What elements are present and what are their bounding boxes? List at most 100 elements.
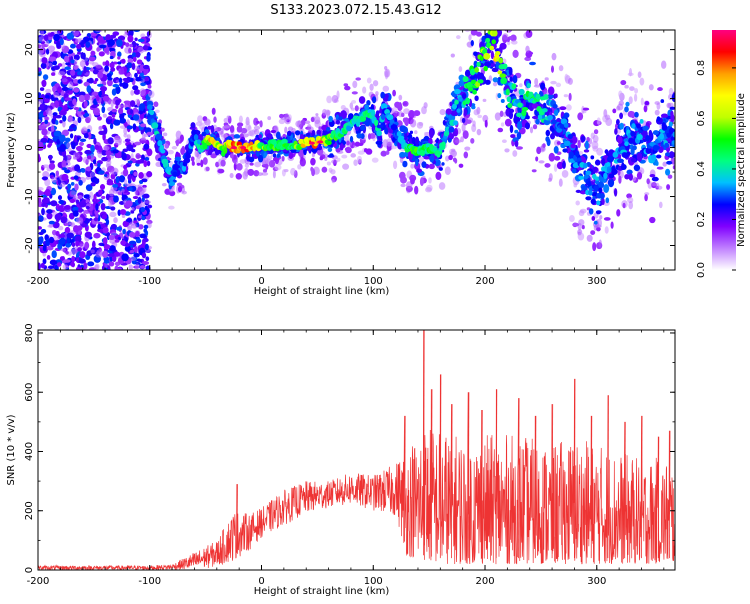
spectrogram-cell	[257, 154, 264, 163]
spectrogram-cell	[77, 195, 83, 200]
spectrogram-cell	[89, 191, 94, 200]
spectrogram-cell	[124, 46, 132, 54]
spectrogram-cell	[135, 160, 143, 164]
spectrogram-cell	[649, 216, 656, 224]
spectrogram-cell	[65, 242, 72, 248]
spectrogram-cell	[633, 164, 641, 172]
spectrogram-cell	[79, 60, 86, 68]
spectrogram-cell	[438, 167, 443, 171]
spectrogram-cell	[329, 153, 334, 158]
spectrogram-cell	[321, 166, 328, 173]
spectrogram-cell	[119, 117, 126, 124]
spectrogram-cell	[570, 143, 576, 149]
spectrogram-cell	[612, 108, 617, 114]
bot-y-tick-label: 400	[24, 442, 35, 461]
spectrogram-cell	[161, 183, 167, 187]
spectrogram-cell	[648, 84, 654, 91]
spectrogram-cell	[338, 116, 343, 121]
spectrogram-cell	[64, 66, 72, 70]
spectrogram-cell	[94, 112, 101, 116]
spectrogram-cell	[668, 121, 673, 127]
spectrogram-cell	[42, 74, 49, 80]
spectrogram-cell	[63, 259, 71, 263]
spectrogram-cell	[132, 195, 139, 200]
spectrogram-cell	[587, 180, 592, 188]
spectrogram-cell	[93, 264, 99, 270]
spectrogram-cell	[491, 39, 497, 45]
spectrogram-cell	[51, 72, 56, 76]
spectrogram-cell	[106, 72, 112, 79]
spectrogram-cell	[69, 133, 74, 139]
spectrogram-cell	[593, 220, 598, 225]
spectrogram-cell	[613, 188, 618, 197]
spectrogram-cell	[141, 252, 147, 259]
spectrogram-cell	[191, 160, 195, 166]
spectrogram-cell	[376, 130, 382, 137]
spectrogram-cell	[115, 99, 121, 106]
spectrogram-cell	[38, 141, 43, 148]
top-x-tick-label: 100	[364, 276, 383, 287]
spectrogram-cell	[233, 159, 239, 165]
spectrogram-cell	[652, 130, 659, 136]
spectrogram-cell	[181, 165, 187, 172]
spectrogram-cell	[121, 188, 125, 193]
snr-frame	[37, 329, 676, 571]
spectrogram-cell	[75, 267, 81, 270]
spectrogram-cell	[618, 175, 622, 184]
spectrogram-cell	[134, 263, 140, 270]
spectrogram-cell	[601, 158, 606, 167]
spectrogram-cell	[339, 142, 344, 151]
spectrogram-cell	[47, 224, 54, 228]
spectrogram-cell	[458, 66, 463, 73]
spectrogram-cell	[423, 131, 428, 136]
spectrogram-cell	[470, 30, 478, 36]
spectrogram-cell	[356, 155, 363, 164]
spectrogram-cell	[558, 178, 563, 187]
spectrogram-cell	[419, 149, 426, 157]
spectrogram-cell	[284, 113, 290, 122]
spectrogram-cell	[172, 171, 178, 177]
spectrogram-cell	[48, 154, 53, 161]
spectrogram-cell	[623, 138, 630, 143]
spectrogram-cell	[78, 94, 85, 103]
spectrogram-cell	[44, 119, 49, 125]
spectrogram-cell	[114, 265, 119, 270]
top-x-tick-label: 300	[587, 276, 606, 287]
spectrogram-cell	[79, 267, 85, 270]
snr-x-axis-label: Height of straight line (km)	[254, 586, 390, 597]
spectrogram-cell	[127, 134, 131, 140]
spectrogram-cell	[102, 113, 107, 118]
spectrogram-cell	[123, 100, 131, 105]
spectrogram-cell	[138, 224, 144, 230]
spectrogram-cell	[39, 87, 45, 91]
spectrogram-cell	[44, 116, 50, 121]
spectrogram-cell	[489, 19, 494, 22]
spectrogram-cell	[131, 62, 136, 70]
spectrogram-cell	[38, 67, 42, 72]
spectrogram-cell	[244, 167, 249, 177]
spectrogram-cell	[117, 56, 121, 60]
spectrogram-cell	[70, 123, 76, 129]
spectrogram-cell	[141, 178, 148, 183]
spectrogram-cell	[177, 185, 183, 193]
spectrogram-cell	[52, 85, 57, 93]
spectrogram-cell	[210, 153, 217, 159]
spectrogram-cell	[607, 178, 615, 188]
spectrogram-cell	[51, 250, 57, 259]
spectrogram-cell	[89, 172, 96, 177]
spectrogram-cell	[70, 182, 75, 186]
spectrogram-cell	[548, 177, 552, 182]
spectrogram-cell	[40, 262, 45, 269]
spectrogram-cell	[644, 194, 648, 202]
spectrogram-cell	[610, 221, 614, 229]
spectrogram-cell	[40, 62, 47, 69]
spectrogram-cell	[240, 146, 247, 150]
spectrogram-cell	[625, 101, 630, 107]
spectrogram-cell	[139, 103, 146, 111]
spectrogram-cell	[554, 93, 558, 99]
spectrogram-cell	[175, 139, 180, 147]
spectrogram-cell	[331, 94, 339, 104]
spectrogram-cell	[57, 71, 66, 76]
spectrogram-cell	[139, 233, 147, 239]
